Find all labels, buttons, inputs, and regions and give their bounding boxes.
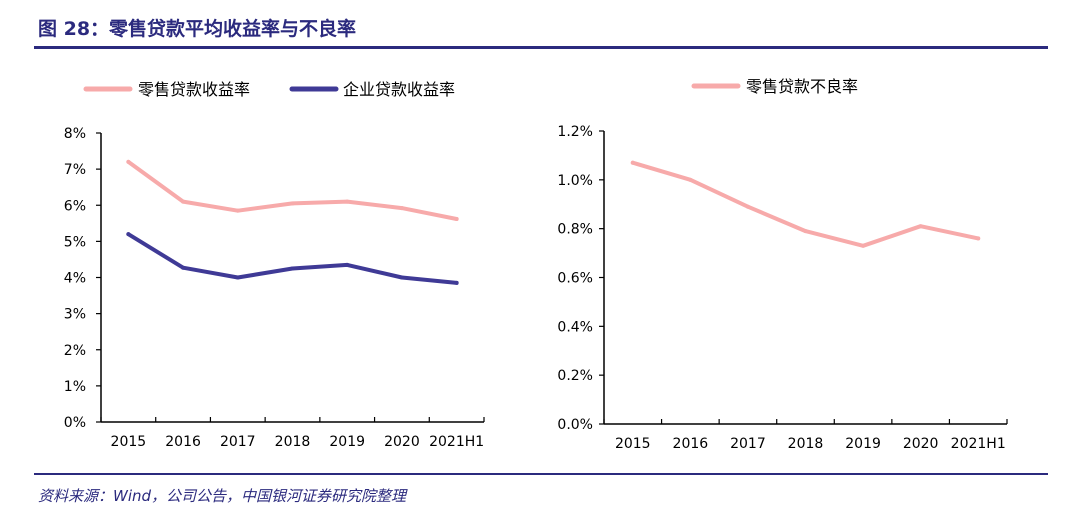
x-tick-label: 2015 [111, 434, 147, 450]
x-tick-label: 2020 [903, 436, 939, 452]
y-tick-label: 3% [64, 307, 86, 323]
y-tick-label: 0.8% [557, 222, 593, 238]
data-point [861, 243, 866, 248]
y-tick-label: 0% [64, 415, 86, 431]
data-point [745, 204, 750, 209]
x-tick-label: 2018 [788, 436, 824, 452]
footer-rule [34, 473, 1048, 475]
data-point [630, 160, 635, 165]
x-tick-label: 2015 [615, 436, 651, 452]
source-note: 资料来源：Wind，公司公告，中国银河证券研究院整理 [38, 487, 407, 505]
x-tick-label: 2019 [329, 434, 365, 450]
series-line-0 [126, 159, 459, 221]
legend-label: 零售贷款收益率 [138, 80, 250, 99]
x-tick-label: 2016 [165, 434, 201, 450]
data-point [803, 229, 808, 234]
y-tick-label: 0.6% [557, 271, 593, 287]
y-tick-label: 0.2% [557, 368, 593, 384]
y-tick-label: 1.2% [557, 124, 593, 140]
x-tick-label: 2020 [384, 434, 420, 450]
y-tick-label: 0.0% [557, 417, 593, 433]
data-point [290, 266, 295, 271]
x-tick-label: 2017 [730, 436, 766, 452]
x-tick-label: 2021H1 [951, 436, 1006, 452]
data-point [235, 275, 240, 280]
y-tick-label: 5% [64, 234, 86, 250]
title-rule [34, 46, 1048, 49]
data-point [688, 177, 693, 182]
y-tick-label: 1% [64, 379, 86, 395]
y-tick-label: 1.0% [557, 173, 593, 189]
data-point [290, 201, 295, 206]
data-point [399, 275, 404, 280]
legend-label: 企业贷款收益率 [343, 80, 455, 99]
y-tick-label: 8% [64, 126, 86, 142]
data-point [345, 199, 350, 204]
x-tick-label: 2017 [220, 434, 256, 450]
data-point [454, 216, 459, 221]
x-tick-label: 2019 [845, 436, 881, 452]
y-tick-label: 6% [64, 198, 86, 214]
series-line-0 [630, 160, 981, 248]
data-point [181, 199, 186, 204]
data-point [181, 265, 186, 270]
y-tick-label: 2% [64, 343, 86, 359]
data-point [976, 236, 981, 241]
y-tick-label: 7% [64, 162, 86, 178]
data-point [345, 262, 350, 267]
data-point [126, 232, 131, 237]
data-point [918, 224, 923, 229]
x-tick-label: 2018 [275, 434, 311, 450]
data-point [126, 159, 131, 164]
x-tick-label: 2016 [673, 436, 709, 452]
legend-label: 零售贷款不良率 [746, 77, 858, 96]
figure-title: 图 28：零售贷款平均收益率与不良率 [38, 18, 357, 40]
x-tick-label: 2021H1 [429, 434, 484, 450]
y-tick-label: 0.4% [557, 319, 593, 335]
data-point [235, 208, 240, 213]
data-point [399, 206, 404, 211]
series-line-1 [126, 232, 459, 285]
data-point [454, 280, 459, 285]
y-tick-label: 4% [64, 271, 86, 287]
